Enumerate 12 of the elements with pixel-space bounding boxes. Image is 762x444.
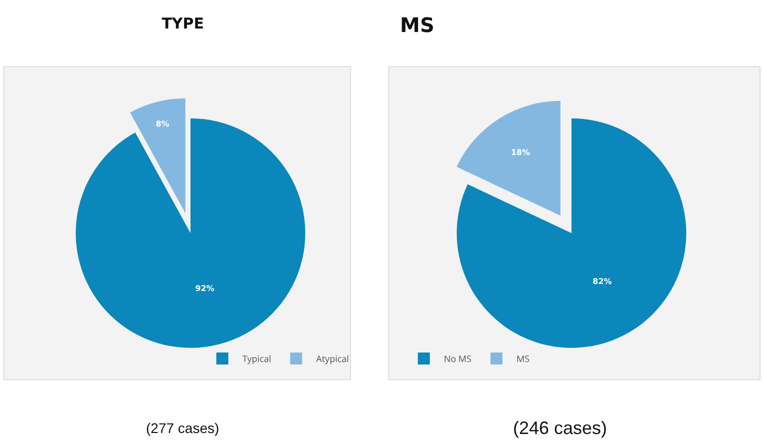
data-label: 18% (510, 148, 530, 158)
legend-label: Typical (242, 352, 272, 365)
text: (277 cases) (146, 420, 220, 436)
data-label: 92% (195, 284, 214, 294)
chart-title: MS (400, 12, 434, 37)
data-label: 82% (592, 277, 612, 286)
chart-title: TYPE (162, 14, 204, 32)
legend-label: No MS (444, 352, 472, 365)
data-label: 8% (156, 120, 170, 129)
legend-label: MS (516, 352, 530, 365)
text: (246 cases) (513, 418, 608, 438)
legend-label: Atypical (316, 352, 349, 365)
